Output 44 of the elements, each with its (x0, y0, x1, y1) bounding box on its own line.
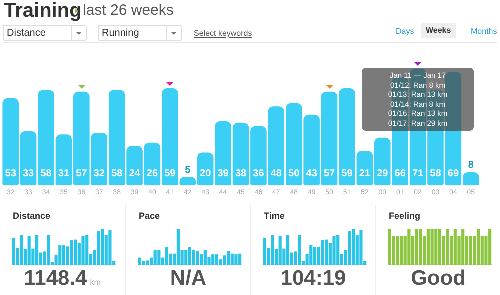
data-label: 43 (306, 168, 318, 180)
data-label: 8 (468, 160, 474, 172)
data-label: 20 (200, 168, 212, 180)
data-label: 57 (76, 168, 88, 180)
data-label: 69 (448, 168, 460, 180)
data-label: 38 (235, 168, 247, 180)
data-label: 29 (377, 168, 389, 180)
chart-title: Distance (13, 211, 51, 221)
data-label: 36 (253, 168, 265, 180)
data-label: 58 (40, 168, 52, 180)
data-label: 33 (22, 168, 35, 180)
data-label: 50 (288, 168, 300, 180)
text: 1148.4 (24, 267, 88, 290)
text: Select keywords (194, 29, 252, 38)
text: 104:19 (280, 267, 346, 290)
text: Days (396, 27, 414, 36)
data-label: 39 (218, 168, 230, 180)
data-label: 26 (146, 168, 158, 180)
data-label: 58 (430, 168, 442, 180)
data-label: 53 (5, 168, 17, 180)
data-label: 48 (270, 168, 282, 180)
data-label: 24 (129, 168, 141, 180)
data-label: 32 (94, 168, 106, 180)
text: Good (411, 267, 466, 290)
data-label: 58 (112, 168, 124, 180)
chart-title: Training (4, 0, 82, 23)
data-label: 31 (58, 168, 70, 180)
text: N/A (170, 267, 207, 290)
chart-title: Pace (139, 211, 160, 221)
data-label: 21 (359, 168, 371, 180)
data-label: 66 (394, 168, 406, 180)
data-label: 59 (342, 168, 354, 180)
text: Distance (3, 25, 87, 41)
chart-title: Time (264, 211, 285, 221)
data-label: 5 (185, 165, 192, 176)
data-label: 59 (164, 168, 176, 180)
text: km (90, 278, 101, 287)
chart-title: Feeling (389, 211, 421, 221)
data-label: 57 (324, 168, 336, 180)
data-label: 71 (412, 168, 424, 180)
chart-subtitle: last 26 weeks (83, 2, 174, 19)
text: Months (471, 27, 498, 36)
text: Running (98, 25, 182, 41)
text: Weeks (421, 23, 456, 38)
